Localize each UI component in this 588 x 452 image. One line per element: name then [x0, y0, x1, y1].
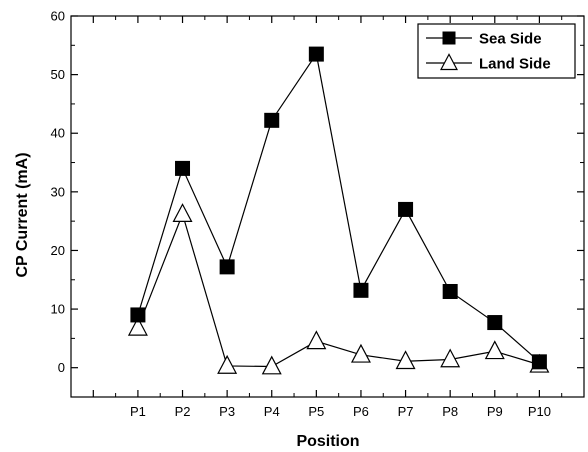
data-point: [531, 354, 547, 370]
data-point: [306, 330, 327, 350]
data-point: [350, 343, 371, 363]
axes: [70, 15, 585, 398]
data-point: [264, 112, 280, 128]
x-tick-label: P8: [442, 404, 458, 419]
legend-marker: [442, 31, 456, 45]
y-tick-label: 50: [51, 67, 65, 82]
y-tick-label: 0: [58, 360, 65, 375]
series-line: [137, 52, 540, 363]
data-point: [395, 350, 416, 370]
y-tick-label: 20: [51, 243, 65, 258]
tick-labels: 0 10 20 30 40 50 60 P1 P2 P3 P4 P5 P6 P7 P8 P9 P10: [51, 9, 551, 420]
data-point: [353, 282, 369, 298]
x-tick-label: P2: [175, 404, 191, 419]
legend-item: Land Side: [426, 53, 551, 73]
x-tick-label: P5: [308, 404, 324, 419]
data-point: [217, 354, 238, 374]
y-axis-title: CP Current (mA): [14, 152, 31, 277]
y-tick-label: 40: [51, 126, 65, 141]
data-point: [261, 355, 282, 375]
data-point: [175, 160, 191, 176]
data-point: [130, 307, 146, 323]
data-point: [487, 315, 503, 331]
series-sea-side: [130, 46, 547, 370]
series-layer: [127, 46, 550, 375]
legend-label: Sea Side: [479, 31, 542, 48]
x-tick-label: P3: [219, 404, 235, 419]
x-tick-label: P10: [528, 404, 551, 419]
data-point: [172, 203, 193, 223]
x-axis-title: Position: [296, 433, 359, 450]
data-point: [484, 340, 505, 360]
data-point: [442, 283, 458, 299]
y-tick-label: 60: [51, 9, 65, 24]
data-point: [219, 259, 235, 275]
y-tick-label: 30: [51, 184, 65, 199]
data-point: [398, 201, 414, 217]
data-point: [440, 348, 461, 368]
x-tick-label: P9: [487, 404, 503, 419]
x-tick-label: P4: [264, 404, 280, 419]
y-tick-label: 10: [51, 302, 65, 317]
data-point: [127, 316, 148, 336]
x-tick-label: P7: [398, 404, 414, 419]
series-line: [137, 212, 540, 368]
legend-label: Land Side: [479, 56, 551, 73]
legend-item: Sea Side: [426, 31, 542, 48]
legend: Sea Side Land Side: [417, 23, 576, 79]
data-point: [308, 46, 324, 62]
plot-frame: [70, 15, 585, 398]
x-tick-label: P1: [130, 404, 146, 419]
x-tick-label: P6: [353, 404, 369, 419]
legend-marker: [440, 53, 458, 71]
series-land-side: [127, 203, 550, 375]
ticks: [71, 15, 584, 397]
